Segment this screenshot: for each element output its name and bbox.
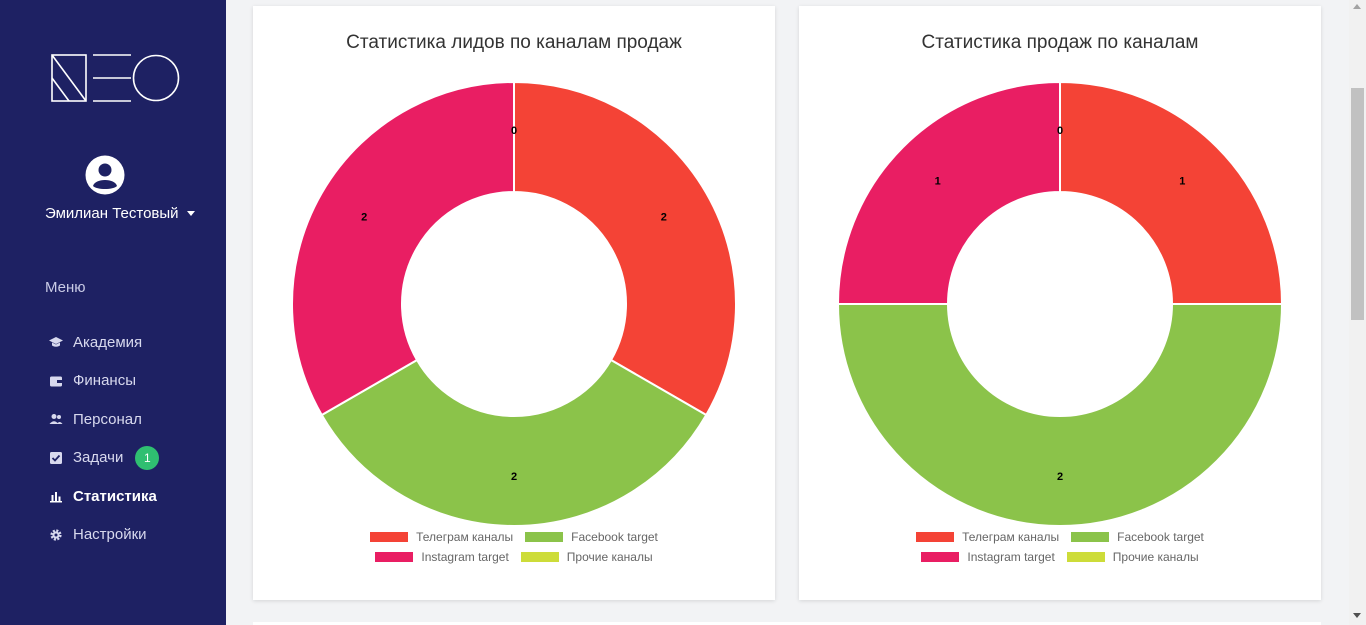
- sidebar-item-label: Академия: [73, 333, 143, 351]
- legend-item-other[interactable]: Прочие каналы: [520, 550, 653, 564]
- legend-swatch: [921, 552, 960, 562]
- legend-swatch: [520, 552, 559, 562]
- legend-item-facebook[interactable]: Facebook target: [525, 530, 658, 544]
- legend-label: Прочие каналы: [566, 550, 653, 564]
- bar-chart-icon: [50, 492, 62, 503]
- legend-label: Телеграм каналы: [416, 530, 514, 544]
- gear-icon: [50, 529, 62, 541]
- tasks-count-badge: 1: [135, 445, 160, 470]
- legend-item-telegram[interactable]: Телеграм каналы: [370, 530, 513, 544]
- users-icon: [49, 414, 63, 425]
- legend-label: Прочие каналы: [1112, 550, 1199, 564]
- legend-label: Instagram target: [421, 550, 509, 564]
- chart-legend: Телеграм каналы Facebook target Instagram …: [253, 530, 775, 564]
- user-menu-toggle[interactable]: Эмилиан Тестовый: [45, 205, 195, 222]
- next-card-edge: [253, 622, 1321, 625]
- wallet-icon: [50, 376, 62, 387]
- sales-donut-chart: 1 2 1 0: [836, 80, 1284, 526]
- legend-swatch: [1066, 552, 1105, 562]
- checkbox-icon: [50, 451, 62, 464]
- scroll-down-arrow-icon[interactable]: [1353, 613, 1361, 618]
- sidebar-item-tasks[interactable]: Задачи 1: [49, 439, 160, 478]
- slice-telegram[interactable]: [513, 80, 737, 417]
- legend-swatch: [1071, 532, 1110, 542]
- scrollbar-thumb[interactable]: [1351, 88, 1364, 320]
- legend-label: Facebook target: [571, 530, 658, 544]
- sidebar-item-label: Финансы: [73, 372, 136, 390]
- sidebar-item-label: Статистика: [73, 487, 157, 505]
- sidebar-nav: Академия Финансы Персонал Задачи: [49, 323, 160, 555]
- scroll-up-arrow-icon[interactable]: [1353, 4, 1361, 9]
- data-label-other: 0: [511, 125, 517, 137]
- chart-title: Статистика продаж по каналам: [921, 32, 1199, 53]
- sidebar-item-statistics[interactable]: Статистика: [49, 477, 159, 516]
- legend-swatch: [916, 532, 955, 542]
- data-label-other: 0: [1057, 125, 1063, 137]
- user-name: Эмилиан Тестовый: [45, 205, 179, 222]
- legend-label: Телеграм каналы: [962, 530, 1060, 544]
- user-avatar-icon[interactable]: [85, 155, 125, 195]
- sidebar-item-personnel[interactable]: Персонал: [49, 400, 159, 439]
- graduation-cap-icon: [49, 337, 63, 347]
- legend-item-instagram[interactable]: Instagram target: [375, 550, 509, 564]
- menu-heading: Меню: [45, 279, 86, 296]
- legend-swatch: [370, 532, 409, 542]
- slice-instagram[interactable]: [291, 80, 515, 417]
- slice-facebook[interactable]: [320, 358, 708, 526]
- slice-facebook[interactable]: [836, 303, 1284, 526]
- sidebar-item-label: Настройки: [73, 526, 147, 544]
- legend-item-telegram[interactable]: Телеграм каналы: [916, 530, 1059, 544]
- chevron-down-icon: [186, 211, 195, 216]
- neo-logo[interactable]: [51, 54, 181, 102]
- data-label-telegram: 2: [661, 211, 667, 223]
- legend-item-instagram[interactable]: Instagram target: [921, 550, 1055, 564]
- data-label-telegram: 1: [1179, 176, 1185, 188]
- data-label-facebook: 2: [511, 471, 517, 483]
- legend-item-other[interactable]: Прочие каналы: [1066, 550, 1199, 564]
- sidebar-item-academy[interactable]: Академия: [49, 323, 159, 362]
- chart-legend: Телеграм каналы Facebook target Instagram …: [799, 530, 1321, 564]
- data-label-facebook: 2: [1057, 471, 1063, 483]
- sales-chart-card: Статистика продаж по каналам 1 2 1 0 Телегр…: [799, 6, 1321, 600]
- legend-label: Instagram target: [967, 550, 1055, 564]
- legend-swatch: [525, 532, 564, 542]
- slice-telegram[interactable]: [1059, 80, 1284, 305]
- legend-item-facebook[interactable]: Facebook target: [1071, 530, 1204, 544]
- sidebar-item-label: Задачи: [73, 449, 124, 467]
- sidebar-item-finance[interactable]: Финансы: [49, 362, 159, 401]
- sidebar: Эмилиан Тестовый Меню Академия Финансы: [0, 0, 226, 625]
- chart-title: Статистика лидов по каналам продаж: [346, 32, 682, 53]
- legend-label: Facebook target: [1117, 530, 1204, 544]
- sidebar-item-label: Персонал: [73, 410, 142, 428]
- legend-swatch: [375, 552, 414, 562]
- data-label-instagram: 1: [935, 176, 941, 188]
- sidebar-item-settings[interactable]: Настройки: [49, 516, 159, 555]
- slice-instagram[interactable]: [836, 80, 1061, 305]
- leads-donut-chart: 2 2 2 0: [291, 80, 737, 526]
- data-label-instagram: 2: [361, 211, 367, 223]
